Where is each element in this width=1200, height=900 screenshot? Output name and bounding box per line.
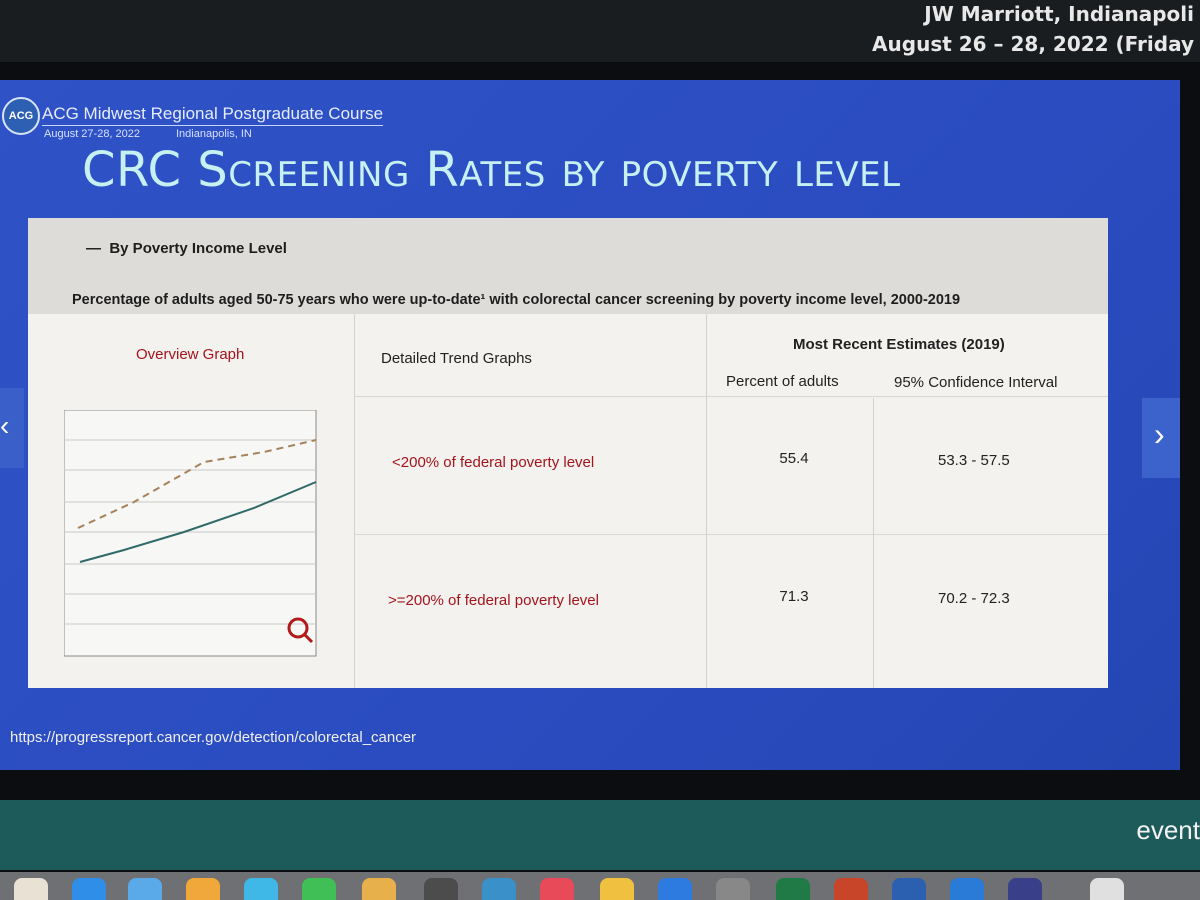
dock-icon[interactable] (362, 878, 396, 900)
graph-line (77, 439, 317, 529)
dock-icon[interactable] (424, 878, 458, 900)
dock-icon[interactable] (600, 878, 634, 900)
graph-line (79, 481, 317, 563)
dock-icon[interactable] (14, 878, 48, 900)
zoom-icon-handle (303, 633, 314, 644)
panel-header (28, 218, 1108, 314)
dock-icon[interactable] (540, 878, 574, 900)
percent-header: Percent of adults (726, 373, 839, 390)
brand: event (1136, 815, 1200, 845)
course-name: ACG Midwest Regional Postgraduate Course (42, 104, 384, 126)
dock-icon[interactable] (1008, 878, 1042, 900)
bottom-bar (0, 800, 1200, 870)
detailed-header: Detailed Trend Graphs (381, 350, 532, 367)
graph-frame (64, 410, 317, 657)
caption: Percentage of adults aged 50-75 years wh… (72, 292, 961, 308)
ci-header: 95% Confidence Interval (894, 374, 1058, 391)
dock-icon[interactable] (834, 878, 868, 900)
ci-value: 53.3 - 57.5 (938, 452, 1010, 469)
recent-header: Most Recent Estimates (2019) (793, 336, 1005, 353)
graph-gridlines (64, 439, 316, 625)
dock-icon[interactable] (482, 878, 516, 900)
dock-icon[interactable] (186, 878, 220, 900)
prev-button[interactable]: ‹ (0, 388, 24, 468)
logo: ACG (2, 97, 40, 135)
ci-value: 70.2 - 72.3 (938, 590, 1010, 607)
row-label[interactable]: >=200% of federal poverty level (388, 592, 599, 609)
dock-icon[interactable] (302, 878, 336, 900)
dock-icon[interactable] (716, 878, 750, 900)
source-url[interactable]: https://progressreport.cancer.gov/detect… (10, 729, 417, 746)
divider (354, 396, 1108, 397)
dock-icon[interactable] (244, 878, 278, 900)
course-dates: August 27-28, 2022 (44, 128, 141, 140)
dock-icon[interactable] (776, 878, 810, 900)
overview-link[interactable]: Overview Graph (136, 346, 245, 363)
divider (873, 398, 874, 688)
next-button[interactable]: › (1142, 398, 1180, 478)
course-place: Indianapolis, IN (176, 128, 252, 140)
divider (706, 314, 707, 688)
dock-icon[interactable] (950, 878, 984, 900)
venue: JW Marriott, Indianapoli (924, 2, 1194, 26)
section-text: By Poverty Income Level (109, 240, 287, 257)
content-panel: — By Poverty Income Level Percentage of … (28, 218, 1108, 688)
percent-value: 55.4 (779, 450, 809, 467)
divider (354, 314, 355, 688)
zoom-icon[interactable] (287, 617, 309, 639)
section-label: — By Poverty Income Level (86, 240, 287, 257)
dock-icon[interactable] (892, 878, 926, 900)
slide-title: CRC Screening Rates by poverty level (82, 142, 901, 198)
percent-value: 71.3 (779, 588, 809, 605)
divider (354, 534, 1108, 535)
dates: August 26 – 28, 2022 (Friday (872, 32, 1194, 56)
row-label[interactable]: <200% of federal poverty level (392, 454, 595, 471)
top-bar (0, 0, 1200, 62)
dock-icon[interactable] (1090, 878, 1124, 900)
overview-graph[interactable] (64, 410, 320, 658)
dock-icon[interactable] (72, 878, 106, 900)
dock-icon[interactable] (128, 878, 162, 900)
dock-icon[interactable] (658, 878, 692, 900)
